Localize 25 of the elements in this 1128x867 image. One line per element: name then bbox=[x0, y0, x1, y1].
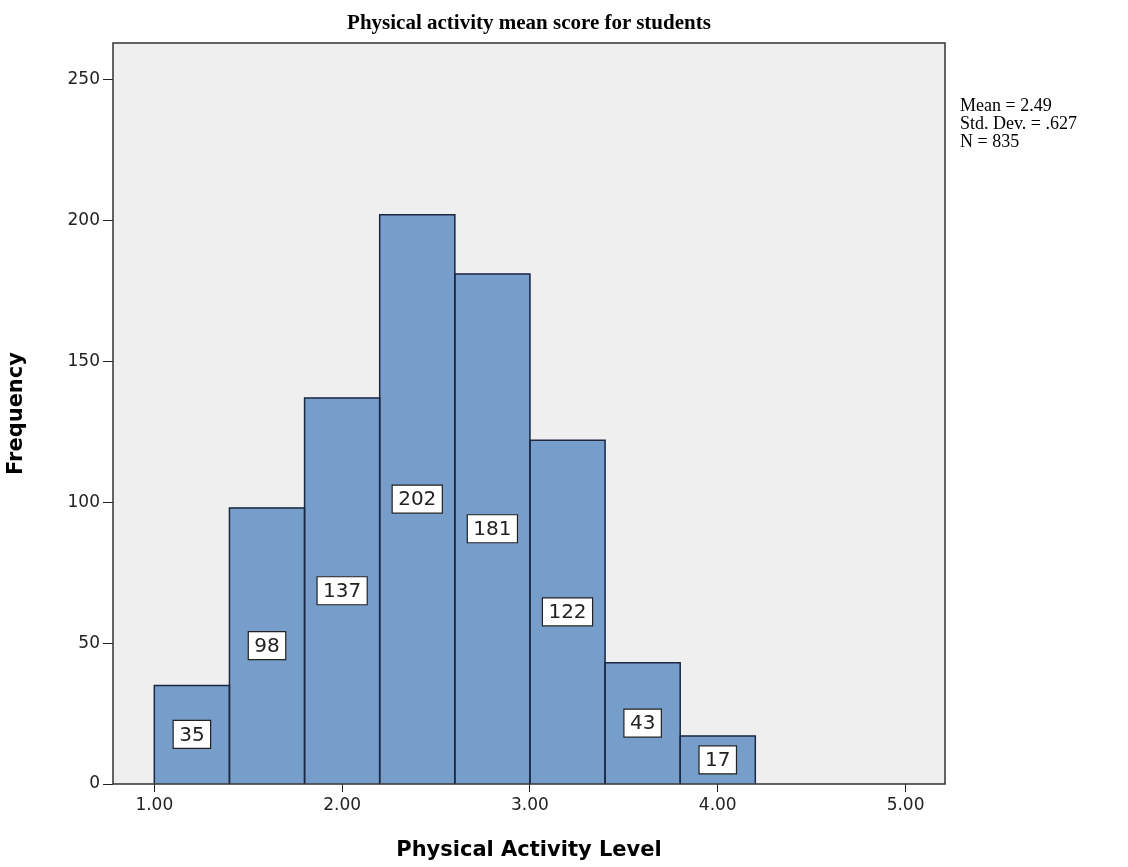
y-tick-label: 150 bbox=[67, 349, 100, 370]
y-tick-label: 250 bbox=[67, 68, 100, 89]
chart-title: Physical activity mean score for students bbox=[347, 10, 711, 34]
y-tick-label: 50 bbox=[78, 631, 100, 652]
x-axis-title: Physical Activity Level bbox=[396, 836, 662, 861]
data-label: 35 bbox=[179, 721, 205, 746]
data-label: 17 bbox=[705, 747, 731, 771]
data-label: 122 bbox=[548, 599, 587, 624]
y-tick-label: 0 bbox=[89, 772, 100, 793]
x-tick-label: 5.00 bbox=[886, 793, 925, 814]
x-tick-label: 2.00 bbox=[323, 793, 362, 814]
x-tick-label: 4.00 bbox=[698, 793, 737, 814]
data-label: 43 bbox=[629, 710, 656, 735]
text: N = 835 bbox=[960, 131, 1020, 151]
text: Mean = 2.49 bbox=[960, 95, 1052, 115]
x-tick-label: 1.00 bbox=[135, 793, 174, 814]
data-label: 202 bbox=[398, 486, 437, 511]
y-axis-title: Frequency bbox=[3, 351, 28, 475]
data-label: 137 bbox=[323, 577, 362, 602]
text: Std. Dev. = .627 bbox=[960, 113, 1077, 133]
x-tick-label: 3.00 bbox=[511, 793, 549, 814]
y-tick-label: 100 bbox=[67, 490, 100, 511]
data-label: 98 bbox=[254, 632, 280, 657]
y-tick-label: 200 bbox=[67, 208, 100, 229]
data-label: 181 bbox=[473, 515, 512, 540]
